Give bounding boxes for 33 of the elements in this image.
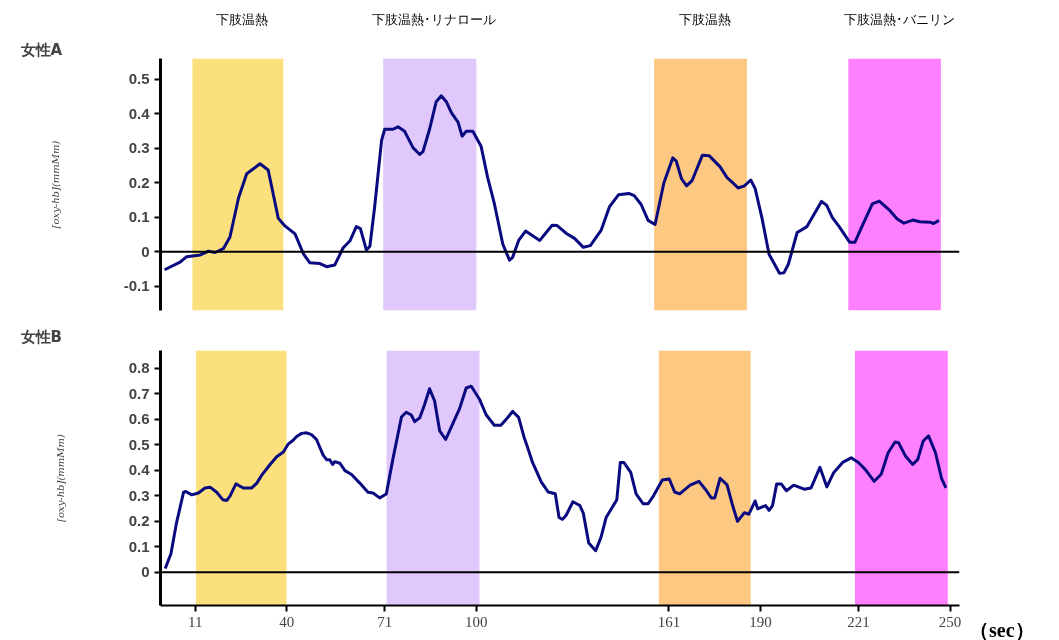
x-tick-label: 71 <box>377 613 393 630</box>
x-axis-title: （sec） <box>969 618 1035 640</box>
y-tick-label: 0 <box>141 242 150 260</box>
x-tick-label: 161 <box>657 613 681 630</box>
y-tick-label: 0.3 <box>128 486 150 504</box>
y-tick-label: 0.3 <box>128 139 150 157</box>
y-tick-label: 0.2 <box>128 173 150 191</box>
y-tick-label: 0.6 <box>128 410 150 428</box>
y-tick-label: 0.5 <box>128 435 150 453</box>
y-tick-label: 0.1 <box>128 537 150 555</box>
y-tick-label: 0.4 <box>128 104 151 122</box>
band-label: 下肢温熱･バニリン <box>843 11 955 29</box>
y-tick-label: 0.5 <box>128 70 150 88</box>
x-tick-label: 221 <box>847 613 870 630</box>
x-tick-label: 11 <box>188 613 203 630</box>
band-label: 下肢温熱 <box>679 11 731 29</box>
band-label: 下肢温熱･リナロール <box>372 11 496 29</box>
y-tick-label: 0.8 <box>128 359 150 377</box>
chart-title: 女性A <box>19 40 63 59</box>
x-tick-label: 190 <box>749 613 772 630</box>
x-tick-label: 250 <box>938 613 962 630</box>
x-tick-label: 40 <box>279 613 295 630</box>
y-tick-label: 0.4 <box>128 461 151 479</box>
y-tick-label: 0.2 <box>128 512 150 530</box>
y-tick-label: 0.7 <box>128 384 150 402</box>
y-tick-label: -0.1 <box>123 277 150 295</box>
y-axis-title: [oxy-hb](mmMm) <box>49 140 61 229</box>
x-tick-label: 100 <box>465 613 488 630</box>
band-label: 下肢温熱 <box>216 11 268 29</box>
y-axis-title: [oxy-hb](mmMm) <box>54 433 66 522</box>
y-tick-label: 0.1 <box>128 208 150 226</box>
chart-title: 女性B <box>19 327 62 346</box>
y-tick-label: 0 <box>141 563 150 581</box>
